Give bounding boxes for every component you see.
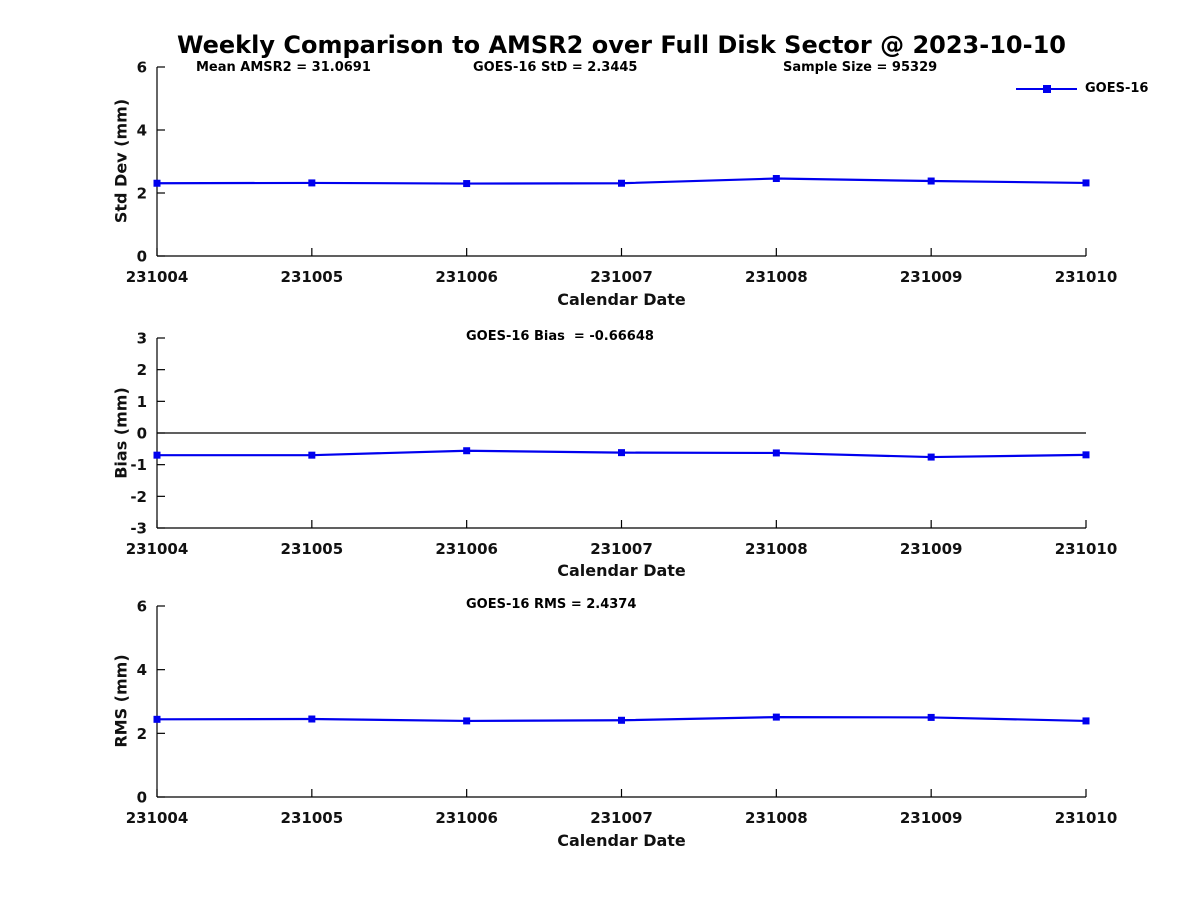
annotation-sample-size: Sample Size = 95329 <box>783 60 938 75</box>
ylabel-std-dev: Std Dev (mm) <box>111 98 131 224</box>
x-tick-label: 231009 <box>900 809 963 827</box>
x-tick-label: 231007 <box>590 268 653 286</box>
y-tick-label: -1 <box>130 456 147 474</box>
y-tick-label: 6 <box>137 59 147 77</box>
data-point-marker <box>1082 717 1090 725</box>
data-point-marker <box>463 447 471 455</box>
data-point-marker <box>927 177 935 185</box>
y-tick-label: 2 <box>137 185 147 203</box>
x-tick-label: 231009 <box>900 540 963 558</box>
xlabel-bias: Calendar Date <box>557 561 686 580</box>
y-tick-label: 0 <box>137 248 147 266</box>
y-tick-label: 4 <box>137 122 147 140</box>
y-tick-label: 0 <box>137 425 147 443</box>
annotation-goes16-std: GOES-16 StD = 2.3445 <box>473 60 638 75</box>
x-tick-label: 231005 <box>281 540 344 558</box>
annotation-mean-amsr2: Mean AMSR2 = 31.0691 <box>196 60 371 75</box>
y-tick-label: 1 <box>137 393 147 411</box>
data-point-marker <box>463 180 471 188</box>
x-tick-label: 231009 <box>900 268 963 286</box>
x-tick-label: 231008 <box>745 540 808 558</box>
x-tick-label: 231007 <box>590 809 653 827</box>
ylabel-bias: Bias (mm) <box>111 387 131 479</box>
data-point-marker <box>1082 451 1090 459</box>
data-point-marker <box>618 449 625 457</box>
data-point-marker <box>308 179 316 187</box>
x-tick-label: 231005 <box>281 809 344 827</box>
y-tick-label: -2 <box>130 488 147 506</box>
subplot-std-dev: 0 2 4 6 231004 231005 231006 231007 231008 231009… <box>126 59 1118 287</box>
x-tick-label: 231007 <box>590 540 653 558</box>
annotation-goes16-bias: GOES-16 Bias = -0.66648 <box>466 329 654 344</box>
x-tick-label: 231010 <box>1055 540 1118 558</box>
data-point-marker <box>153 715 161 723</box>
ylabel-rms: RMS (mm) <box>111 654 131 748</box>
y-tick-label: 4 <box>137 661 147 679</box>
y-tick-label: 2 <box>137 361 147 379</box>
xlabel-std-dev: Calendar Date <box>557 290 686 309</box>
data-point-marker <box>772 713 780 721</box>
x-tick-label: 231008 <box>745 268 808 286</box>
data-point-marker <box>772 449 780 457</box>
data-point-marker <box>308 715 316 723</box>
data-point-marker <box>1082 179 1090 187</box>
x-tick-label: 231008 <box>745 809 808 827</box>
data-point-marker <box>463 717 471 725</box>
data-point-marker <box>927 453 935 461</box>
data-point-marker <box>772 175 780 183</box>
subplot-bias: 3 2 1 0 -1 -2 -3 231004 231005 231006 231007 231008… <box>126 330 1118 559</box>
x-tick-label: 231010 <box>1055 809 1118 827</box>
x-tick-label: 231010 <box>1055 268 1118 286</box>
y-tick-label: 0 <box>137 789 147 807</box>
y-tick-label: 6 <box>137 598 147 616</box>
data-point-marker <box>153 451 161 459</box>
data-point-marker <box>618 179 625 187</box>
data-point-marker <box>927 713 935 721</box>
y-tick-label: 2 <box>137 725 147 743</box>
data-point-marker <box>308 451 316 459</box>
subplot-rms: 0 2 4 6 231004 231005 231006 231007 231008 231009… <box>126 598 1118 828</box>
annotation-goes16-rms: GOES-16 RMS = 2.4374 <box>466 597 637 612</box>
y-tick-label: 3 <box>137 330 147 348</box>
x-tick-label: 231006 <box>435 540 498 558</box>
x-tick-label: 231006 <box>435 268 498 286</box>
figure-title: Weekly Comparison to AMSR2 over Full Dis… <box>177 31 1066 59</box>
x-tick-label: 231004 <box>126 809 189 827</box>
x-tick-label: 231004 <box>126 268 189 286</box>
x-tick-label: 231006 <box>435 809 498 827</box>
x-tick-label: 231005 <box>281 268 344 286</box>
y-tick-label: -3 <box>130 520 147 538</box>
x-tick-label: 231004 <box>126 540 189 558</box>
legend-label: GOES-16 <box>1085 81 1149 96</box>
data-point-marker <box>153 179 161 187</box>
xlabel-rms: Calendar Date <box>557 831 686 850</box>
data-point-marker <box>618 716 625 724</box>
legend-marker-sample <box>1043 85 1051 93</box>
